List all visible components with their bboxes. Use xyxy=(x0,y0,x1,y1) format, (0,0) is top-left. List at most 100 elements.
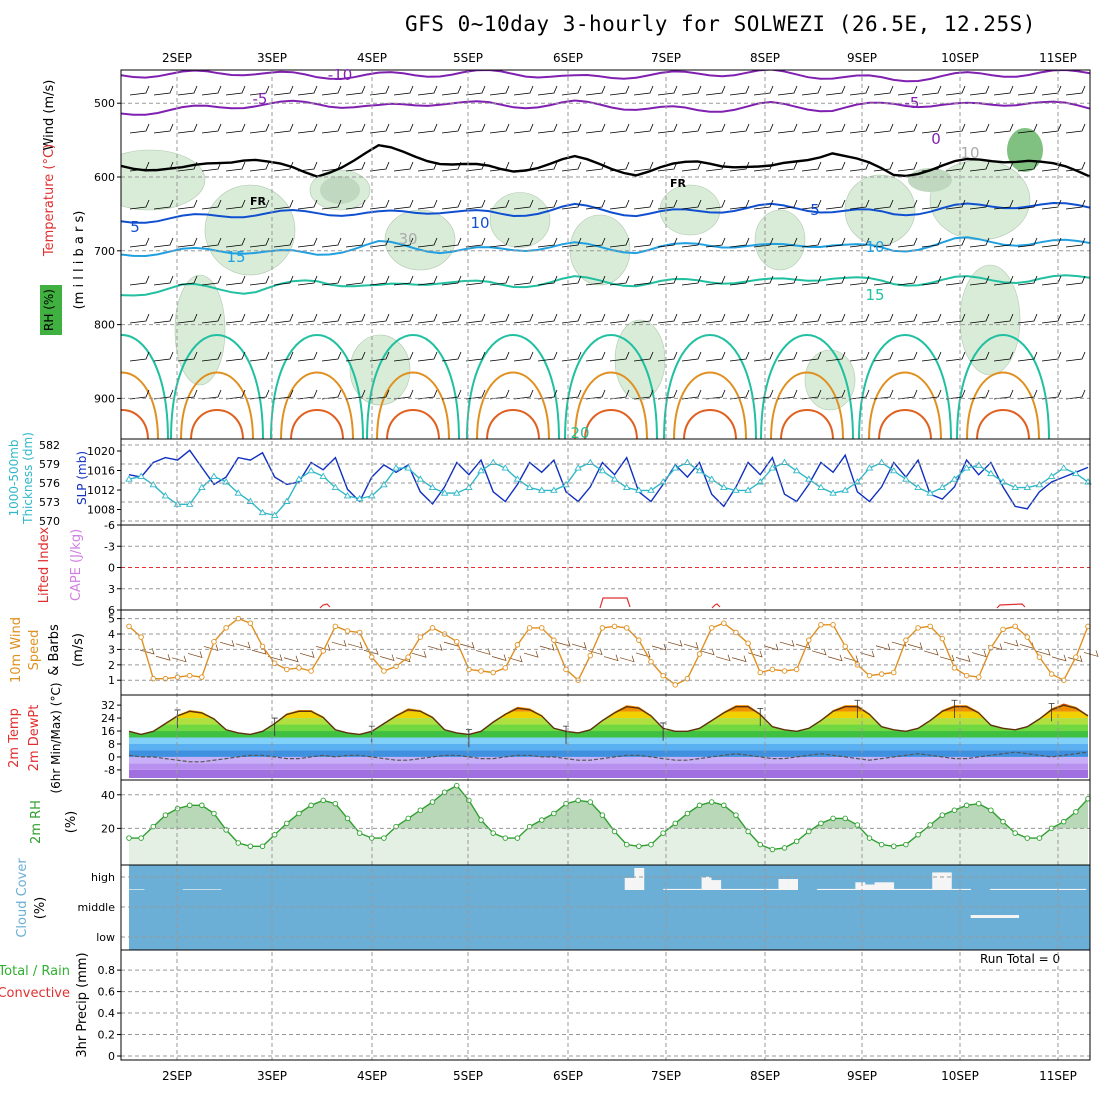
wind10-speed-point xyxy=(951,665,958,671)
wind-barb xyxy=(441,389,462,400)
rh2m-line-point xyxy=(769,846,776,853)
slp-line xyxy=(128,449,1089,510)
wind10-speed-point xyxy=(211,638,217,645)
tick-label: 3 xyxy=(108,643,115,656)
day-label-bottom: 6SEP xyxy=(553,1069,583,1083)
wind10-speed-point xyxy=(672,682,679,688)
rh2m-line-point xyxy=(284,820,290,827)
wind10-barb xyxy=(315,644,331,651)
wind10-speed-point xyxy=(623,625,630,631)
day-label-top: 10SEP xyxy=(941,51,979,65)
wind-barb xyxy=(489,237,510,248)
wind-barb xyxy=(345,123,366,134)
cloud-high-bar xyxy=(720,888,731,890)
thickness-line-point xyxy=(829,489,837,496)
wind10-barb xyxy=(187,651,203,658)
wind-barb xyxy=(489,351,510,362)
wind10-barb xyxy=(155,654,171,661)
rh2m-line-point xyxy=(757,841,763,848)
wind-barb xyxy=(1065,85,1086,96)
bl-temp-arch xyxy=(976,409,1030,439)
wind10-speed-point xyxy=(1073,654,1079,660)
rh-shade xyxy=(489,192,551,248)
wind10-barb xyxy=(907,642,923,649)
wind-barb xyxy=(873,351,894,362)
day-label-top: 4SEP xyxy=(357,51,387,65)
rh2m-line-point xyxy=(199,802,205,809)
bl-temp-arch xyxy=(760,334,854,439)
wind10-speed-point xyxy=(611,623,618,630)
label-wind10-2: Speed xyxy=(27,630,42,671)
wind-barb xyxy=(441,275,462,286)
wind-barb xyxy=(873,123,894,134)
thickness-line-point xyxy=(501,464,510,471)
wind-barb xyxy=(609,161,630,172)
wind10-barb xyxy=(283,655,299,663)
rh2m-line-point xyxy=(781,845,788,851)
wind-barb xyxy=(321,313,342,324)
wind10-speed-point xyxy=(903,637,909,643)
thickness-tick: 576 xyxy=(39,477,60,490)
wind-barb xyxy=(393,161,414,172)
wind-barb xyxy=(969,85,990,96)
thickness-line-point xyxy=(477,466,485,474)
wind-barb xyxy=(489,313,510,324)
rh-shade xyxy=(121,149,206,211)
wind-barb xyxy=(537,237,558,248)
cloud-high-bar xyxy=(663,888,674,890)
cloud-high-bar xyxy=(932,872,943,890)
wind10-speed-point xyxy=(975,674,982,680)
thickness-line-point xyxy=(683,458,692,465)
wind-barb xyxy=(225,313,246,324)
rh2m-line-point xyxy=(1024,835,1031,841)
wind-barb xyxy=(609,123,630,134)
label-li: Lifted Index xyxy=(37,526,52,603)
wind10-speed-point xyxy=(963,672,970,679)
thickness-line-point xyxy=(792,466,801,474)
rh2m-line-point xyxy=(903,841,909,848)
thickness-line-point xyxy=(926,489,934,496)
wind10-barb xyxy=(459,641,475,649)
wind-barb xyxy=(1017,313,1038,324)
day-label-top: 3SEP xyxy=(257,51,287,65)
rh2m-line-point xyxy=(939,812,946,818)
wind-barb xyxy=(249,85,270,96)
wind-barb xyxy=(465,313,486,324)
wind-barb xyxy=(153,161,174,172)
thickness-line-point xyxy=(987,469,995,477)
wind-barb xyxy=(417,237,438,248)
rh2m-line-point xyxy=(259,843,266,850)
rh2m-line-point xyxy=(951,807,958,813)
wind-barb xyxy=(969,161,990,172)
thickness-line-point xyxy=(392,464,400,471)
cloud-high-bar xyxy=(951,888,962,890)
wind-barb xyxy=(177,161,198,172)
cloud-high-bar xyxy=(624,877,635,890)
thickness-line-point xyxy=(440,489,449,496)
cloud-high-bar xyxy=(682,888,693,890)
wind-barb xyxy=(249,351,270,362)
wind-barb xyxy=(1041,313,1062,324)
thickness-line-point xyxy=(550,486,558,493)
thickness-line-point xyxy=(841,486,850,493)
thickness-line-point xyxy=(161,492,170,499)
rh2m-line-point xyxy=(429,799,436,805)
cloud-high-bar xyxy=(1018,888,1029,890)
label-rh2m: 2m RH xyxy=(29,800,44,844)
wind-barb xyxy=(921,85,942,96)
wind-barb xyxy=(369,161,390,172)
temp-whisker xyxy=(854,699,861,719)
wind-barb xyxy=(201,389,222,400)
wind-barb xyxy=(705,161,726,172)
wind-barb xyxy=(201,85,222,96)
rh-shade xyxy=(804,349,856,411)
rh2m-line-point xyxy=(186,802,193,809)
contour-label: 5 xyxy=(130,218,140,236)
wind10-barb xyxy=(411,651,427,658)
wind-barb xyxy=(441,351,462,362)
wind-barb xyxy=(537,199,558,210)
cloud-high-bar xyxy=(211,889,222,890)
wind-barb xyxy=(129,199,150,210)
thickness-line-point xyxy=(404,464,412,471)
rh2m-line-point xyxy=(684,810,691,817)
